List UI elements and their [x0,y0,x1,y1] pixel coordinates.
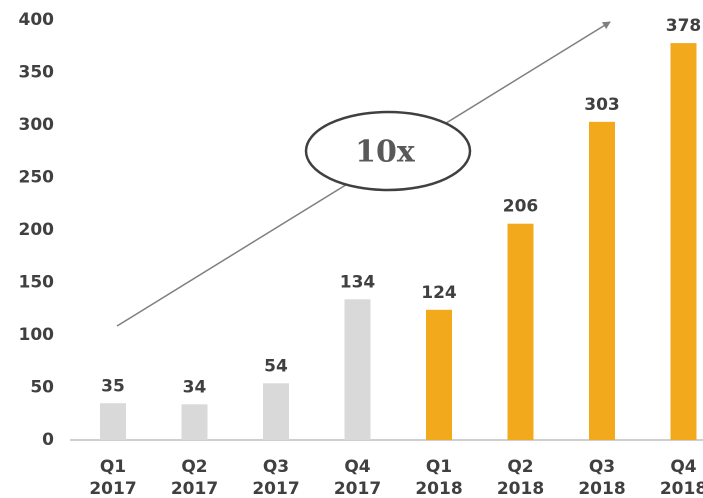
callout-ellipse [304,110,472,192]
bar [100,403,126,440]
x-tick-label-year: 2017 [89,479,136,498]
bar [426,309,452,440]
data-label: 34 [183,377,207,397]
y-tick-label: 0 [42,430,54,450]
x-tick-label-year: 2017 [252,479,299,498]
data-label: 206 [503,197,539,217]
y-tick-label: 300 [19,115,55,135]
y-axis: 0 50 100 150 200 250 300 350 400 [19,10,55,450]
x-axis: Q1 2017 Q2 2017 Q3 2017 Q4 2017 Q1 2018 Q2 2018 Q3 20… [89,457,703,498]
x-tick-label-quarter: Q3 [263,457,289,477]
x-tick-label-quarter: Q4 [344,457,370,477]
y-tick-label: 100 [19,325,55,345]
x-tick-label-quarter: Q1 [100,457,126,477]
callout-label: 10x [355,135,416,170]
bar [589,121,615,440]
data-label: 303 [584,95,620,115]
y-tick-label: 50 [30,378,54,398]
y-tick-label: 150 [19,273,55,293]
data-label: 124 [421,283,457,303]
x-tick-label-quarter: Q4 [670,457,696,477]
data-label: 134 [340,272,376,292]
bar [670,43,697,440]
data-label: 54 [264,356,288,376]
bar [263,383,289,440]
x-tick-label-year: 2018 [660,479,703,498]
bars [100,43,697,440]
bar [181,404,208,440]
x-tick-label-year: 2017 [171,479,218,498]
data-label: 378 [666,16,702,36]
y-tick-label: 400 [19,10,55,30]
x-tick-label-quarter: Q1 [426,457,452,477]
y-tick-label: 200 [19,220,55,240]
x-tick-label-quarter: Q2 [181,457,207,477]
bar [344,299,371,440]
data-labels: 35 34 54 134 124 206 303 378 [101,16,701,397]
data-label: 35 [101,376,125,396]
bar [507,223,534,440]
x-tick-label-year: 2018 [415,479,462,498]
x-tick-label-quarter: Q2 [507,457,533,477]
x-tick-label-year: 2017 [334,479,381,498]
growth-callout: 10x [304,110,472,192]
x-tick-label-quarter: Q3 [589,457,615,477]
x-tick-label-year: 2018 [497,479,544,498]
y-tick-label: 250 [19,168,55,188]
x-tick-label-year: 2018 [578,479,625,498]
y-tick-label: 350 [19,63,55,83]
